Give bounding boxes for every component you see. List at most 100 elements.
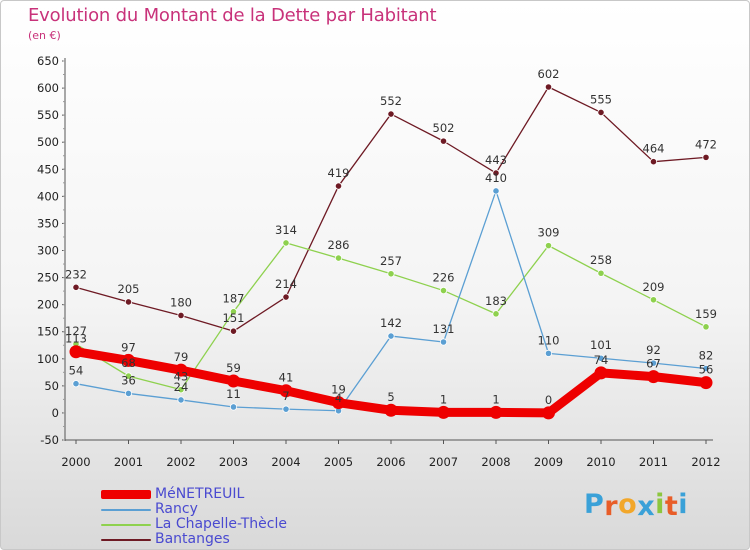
y-tick-label: 450 — [37, 162, 59, 176]
data-label: 443 — [485, 153, 507, 167]
data-label: 209 — [643, 280, 665, 294]
legend-label: La Chapelle-Thècle — [155, 516, 287, 532]
data-label: 180 — [170, 295, 192, 309]
data-point — [387, 270, 395, 278]
logo-letter: i — [678, 489, 689, 520]
data-label: 183 — [485, 294, 507, 308]
data-point — [439, 338, 448, 346]
data-label: 5 — [387, 390, 394, 404]
data-label: 56 — [699, 363, 714, 377]
data-point — [439, 137, 448, 145]
data-point — [174, 363, 188, 377]
data-label: 142 — [380, 316, 402, 330]
y-tick-label: 100 — [37, 352, 59, 366]
data-point — [702, 364, 710, 373]
x-tick-label: 2008 — [481, 455, 510, 469]
logo-letter: t — [664, 491, 679, 522]
data-point — [492, 187, 500, 195]
data-label: 59 — [226, 361, 241, 375]
data-label: 36 — [121, 373, 136, 387]
data-point — [699, 376, 713, 390]
legend-swatch — [101, 539, 151, 541]
data-point — [229, 327, 238, 335]
data-point — [177, 311, 185, 320]
x-tick-label: 2002 — [166, 455, 195, 469]
data-point — [229, 308, 238, 316]
data-label: 7 — [282, 389, 289, 403]
data-point — [282, 293, 290, 301]
data-point — [387, 110, 395, 118]
data-label: 555 — [590, 92, 612, 106]
legend-item: La Chapelle-Thècle — [101, 516, 361, 532]
data-label: 110 — [538, 333, 560, 347]
x-tick-label: 2006 — [376, 455, 405, 469]
legend-label: Rancy — [155, 501, 198, 517]
y-tick-label: 200 — [37, 298, 59, 312]
y-tick-label: 650 — [37, 54, 59, 68]
data-point — [492, 169, 500, 177]
data-label: 1 — [440, 392, 447, 406]
data-point — [282, 239, 290, 247]
data-point — [387, 332, 395, 340]
data-point — [597, 354, 605, 362]
data-label: 1 — [492, 392, 499, 406]
logo-letter: P — [584, 489, 605, 520]
data-label: 127 — [65, 324, 87, 338]
data-point — [334, 254, 343, 262]
data-point — [489, 405, 503, 419]
data-point — [439, 286, 448, 295]
data-point — [544, 83, 553, 91]
data-label: 43 — [174, 370, 189, 384]
data-label: 4 — [335, 391, 342, 405]
data-point — [177, 396, 185, 404]
data-label: 151 — [223, 311, 245, 325]
data-label: 131 — [433, 322, 455, 336]
y-tick-label: 0 — [52, 406, 59, 420]
data-point — [594, 366, 608, 380]
data-label: 187 — [223, 292, 245, 306]
data-label: 286 — [328, 238, 350, 252]
data-label: 309 — [538, 226, 560, 240]
data-point — [279, 384, 293, 398]
y-tick-label: 550 — [37, 108, 59, 122]
data-label: 410 — [485, 171, 507, 185]
y-tick-label: 600 — [37, 81, 59, 95]
data-point — [72, 283, 80, 291]
y-tick-label: 500 — [37, 135, 59, 149]
y-tick-label: 300 — [37, 244, 59, 258]
legend-label: MéNETREUIL — [155, 486, 245, 502]
y-tick-label: 150 — [37, 325, 59, 339]
logo-letter: i — [655, 489, 665, 520]
data-label: 159 — [695, 307, 717, 321]
data-point — [542, 406, 555, 420]
legend-swatch — [101, 490, 151, 499]
data-label: 0 — [545, 393, 552, 407]
data-point — [332, 396, 345, 410]
data-label: 82 — [699, 349, 714, 363]
x-tick-label: 2011 — [639, 455, 668, 469]
x-tick-label: 2003 — [219, 455, 248, 469]
logo-letter: x — [637, 491, 656, 522]
data-point — [69, 345, 83, 359]
x-tick-label: 2004 — [271, 455, 300, 469]
data-label: 41 — [279, 371, 294, 385]
legend-swatch — [101, 524, 151, 526]
data-point — [647, 370, 660, 384]
data-label: 552 — [380, 94, 402, 108]
legend-swatch — [101, 509, 151, 511]
y-tick-label: 50 — [44, 379, 59, 393]
data-point — [544, 349, 553, 357]
x-tick-label: 2009 — [534, 455, 563, 469]
legend-item: MéNETREUIL — [101, 486, 361, 502]
chart-title: Evolution du Montant de la Dette par Hab… — [28, 5, 437, 26]
data-point — [229, 403, 238, 411]
y-tick-label: 400 — [37, 189, 59, 203]
x-tick-label: 2005 — [324, 455, 353, 469]
data-point — [597, 269, 605, 277]
data-label: 258 — [590, 253, 612, 267]
x-tick-label: 2007 — [429, 455, 458, 469]
legend-label: Bantanges — [155, 531, 230, 547]
data-label: 19 — [331, 383, 346, 397]
x-tick-label: 2001 — [114, 455, 143, 469]
